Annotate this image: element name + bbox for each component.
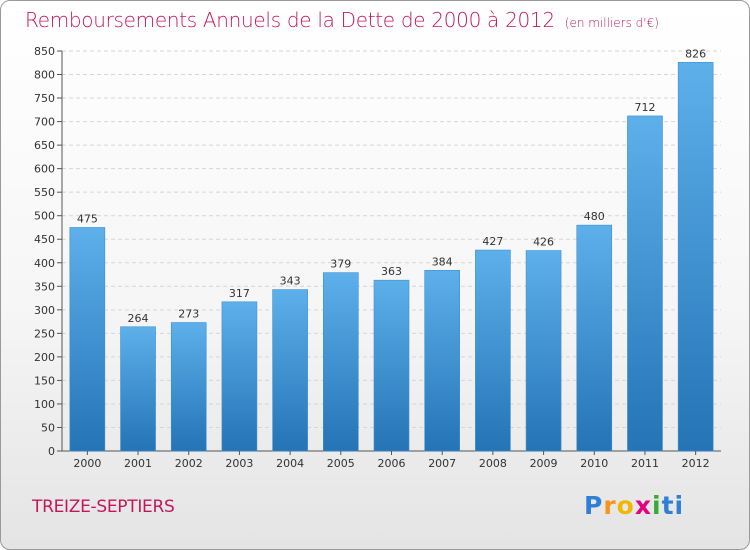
logo-letter: o <box>616 491 635 520</box>
y-tick-label: 400 <box>34 257 55 270</box>
logo-letter: x <box>634 491 652 520</box>
bar <box>120 326 156 452</box>
bar <box>170 322 207 452</box>
bar <box>221 301 258 452</box>
y-tick-label: 150 <box>34 374 55 387</box>
logo-letter: i <box>652 491 662 520</box>
x-tick-label: 2012 <box>682 457 710 470</box>
data-label: 712 <box>634 101 655 114</box>
x-tick-label: 2008 <box>479 457 507 470</box>
commune-name: TREIZE-SEPTIERS <box>32 497 175 517</box>
x-tick-label: 2006 <box>378 457 406 470</box>
y-tick-label: 550 <box>34 186 55 199</box>
data-label: 480 <box>584 210 605 223</box>
y-tick-label: 250 <box>34 327 55 340</box>
y-tick-label: 100 <box>34 398 55 411</box>
y-tick-label: 500 <box>34 210 55 223</box>
y-tick-label: 800 <box>34 69 55 82</box>
logo-letter: i <box>674 491 685 520</box>
y-tick-label: 300 <box>34 304 55 317</box>
data-label: 273 <box>178 308 199 321</box>
y-tick-label: 50 <box>41 421 55 434</box>
data-label: 427 <box>482 235 503 248</box>
bar <box>475 249 511 452</box>
x-tick-label: 2010 <box>580 457 608 470</box>
data-label: 426 <box>533 236 554 249</box>
y-tick-label: 450 <box>34 233 55 246</box>
y-tick-label: 0 <box>48 445 55 458</box>
y-tick-label: 850 <box>34 45 55 58</box>
bar <box>576 224 613 452</box>
y-tick-label: 600 <box>34 163 55 176</box>
proxiti-logo: Proxiti <box>584 491 684 520</box>
bar <box>627 115 663 452</box>
y-tick-label: 350 <box>34 280 55 293</box>
y-tick-label: 200 <box>34 351 55 364</box>
bar <box>424 269 460 452</box>
data-label: 384 <box>432 255 453 268</box>
x-tick-label: 2002 <box>175 457 203 470</box>
data-label: 317 <box>229 287 250 300</box>
logo-letter: t <box>661 491 675 520</box>
x-tick-label: 2004 <box>276 457 304 470</box>
data-label: 264 <box>128 312 149 325</box>
bar <box>69 227 106 452</box>
bar <box>323 272 359 452</box>
data-label: 826 <box>685 47 706 60</box>
bar <box>677 61 714 452</box>
y-tick-label: 700 <box>34 116 55 129</box>
x-tick-label: 2001 <box>124 457 152 470</box>
data-label: 363 <box>381 265 402 278</box>
x-tick-label: 2011 <box>631 457 659 470</box>
x-tick-label: 2000 <box>73 457 101 470</box>
x-tick-label: 2007 <box>428 457 456 470</box>
bar <box>525 250 562 452</box>
x-tick-label: 2005 <box>327 457 355 470</box>
data-label: 343 <box>280 275 301 288</box>
unit-note: (en milliers d'€) <box>564 16 659 30</box>
logo-letter: P <box>584 491 604 520</box>
x-tick-label: 2009 <box>530 457 558 470</box>
y-tick-label: 650 <box>34 139 55 152</box>
data-label: 475 <box>77 212 98 225</box>
x-tick-label: 2003 <box>225 457 253 470</box>
bar <box>373 279 410 452</box>
chart-title-text: Remboursements Annuels de la Dette de 20… <box>25 8 555 32</box>
logo-letter: r <box>603 491 617 520</box>
data-label: 379 <box>330 258 351 271</box>
y-tick-label: 750 <box>34 92 55 105</box>
chart-title: Remboursements Annuels de la Dette de 20… <box>25 8 659 32</box>
bar <box>272 289 308 452</box>
